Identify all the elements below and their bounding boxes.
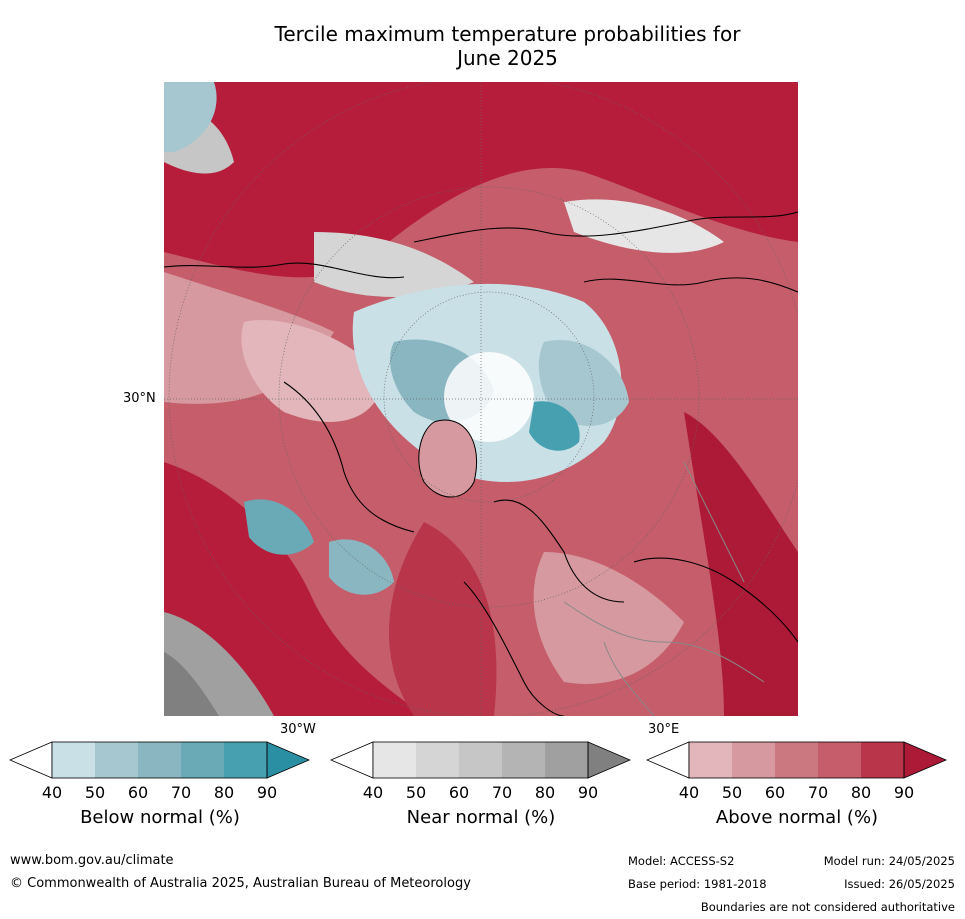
map-canvas [164, 82, 798, 716]
colorbar-tick-label: 90 [577, 783, 599, 802]
colorbar-high-extend [266, 741, 311, 779]
graticule [164, 82, 798, 716]
colorbar-segment [416, 742, 459, 778]
model-text: Model: ACCESS-S2 [628, 854, 735, 868]
colorbar-segment [545, 742, 588, 778]
canada-light-zone [241, 320, 384, 422]
colorbar-tick-label: 50 [721, 783, 743, 802]
colorbar-tick-label: 70 [170, 783, 192, 802]
colorbar-tick-label: 40 [362, 783, 384, 802]
colorbar-border [51, 741, 268, 779]
colorbar-above-normal [645, 741, 948, 779]
colorbar-segment [95, 742, 138, 778]
colorbar-tick-label: 80 [534, 783, 556, 802]
near-normal-strong-zone [164, 652, 219, 716]
arctic-ocean-hot-zone [164, 82, 798, 278]
near-normal-label: Near normal (%) [406, 807, 556, 828]
longitude-label-west: 30°W [280, 722, 316, 737]
title-line-1: Tercile maximum temperature probabilitie… [274, 22, 741, 46]
colorbar-segment [459, 742, 502, 778]
colorbar-below-normal-svg [8, 741, 311, 779]
colorbar-near-normal [329, 741, 632, 779]
map-title: Tercile maximum temperature probabilitie… [160, 22, 855, 70]
colorbar-segment [732, 742, 775, 778]
pacific-hot-zone [164, 462, 424, 716]
colorbar-border [688, 741, 905, 779]
below-normal-bering-zone [329, 539, 394, 595]
colorbar-above-normal-svg [645, 741, 948, 779]
longitude-label-east: 30°E [648, 722, 680, 737]
colorbar-tick-label: 60 [764, 783, 786, 802]
colorbar-segment [181, 742, 224, 778]
colorbar-tick-label: 90 [893, 783, 915, 802]
latitude-label: 30°N [123, 391, 156, 406]
colorbar-low-extend [645, 741, 690, 779]
colorbar-tick-label: 80 [213, 783, 235, 802]
atlantic-hot-zone [389, 522, 497, 716]
colorbar-segment [818, 742, 861, 778]
colorbar-segment [52, 742, 95, 778]
pole-neutral-zone [444, 352, 534, 442]
below-normal-strong-zone [529, 401, 580, 451]
below-normal-label: Below normal (%) [80, 807, 240, 828]
colorbar-segment [138, 742, 181, 778]
disclaimer-text: Boundaries are not considered authoritat… [700, 900, 955, 914]
model-run-text: Model run: 24/05/2025 [823, 854, 955, 868]
colorbar-segment [861, 742, 904, 778]
colorbar-high-extend [903, 741, 948, 779]
colorbar-tick-label: 90 [256, 783, 278, 802]
colorbar-tick-label: 40 [41, 783, 63, 802]
country-borders [563, 461, 765, 716]
colorbar-tick-label: 70 [807, 783, 829, 802]
website-link[interactable]: www.bom.gov.au/climate [10, 853, 174, 868]
colorbar-border [372, 741, 589, 779]
above-normal-label: Above normal (%) [715, 807, 879, 828]
below-normal-alaska-zone [244, 499, 314, 555]
colorbar-tick-label: 60 [127, 783, 149, 802]
coastlines [164, 211, 798, 716]
colorbar-tick-label: 40 [678, 783, 700, 802]
colorbar-segment [502, 742, 545, 778]
colorbar-tick-label: 80 [850, 783, 872, 802]
colorbar-segment [373, 742, 416, 778]
colorbar-tick-label: 50 [84, 783, 106, 802]
issued-text: Issued: 26/05/2025 [844, 877, 955, 891]
colorbar-tick-label: 50 [405, 783, 427, 802]
colorbar-low-extend [329, 741, 374, 779]
base-period-text: Base period: 1981-2018 [628, 877, 767, 891]
colorbar-tick-label: 60 [448, 783, 470, 802]
colorbar-segment [224, 742, 267, 778]
near-normal-arctic-zone [314, 232, 474, 297]
colorbar-below-normal [8, 741, 311, 779]
colorbar-low-extend [8, 741, 53, 779]
probability-map [164, 82, 798, 716]
title-line-2: June 2025 [457, 46, 558, 70]
colorbar-tick-label: 70 [491, 783, 513, 802]
europe-moderate-zone [533, 552, 684, 684]
colorbar-high-extend [587, 741, 632, 779]
near-normal-siberia-zone [564, 199, 724, 253]
colorbar-segment [775, 742, 818, 778]
colorbar-near-normal-svg [329, 741, 632, 779]
colorbar-segment [689, 742, 732, 778]
copyright-text: © Commonwealth of Australia 2025, Austra… [10, 876, 471, 891]
below-normal-corner-zone [164, 82, 217, 152]
greenland-outline [418, 419, 478, 498]
below-normal-siberia-zone [538, 340, 629, 426]
east-asia-hot-zone [684, 412, 798, 716]
